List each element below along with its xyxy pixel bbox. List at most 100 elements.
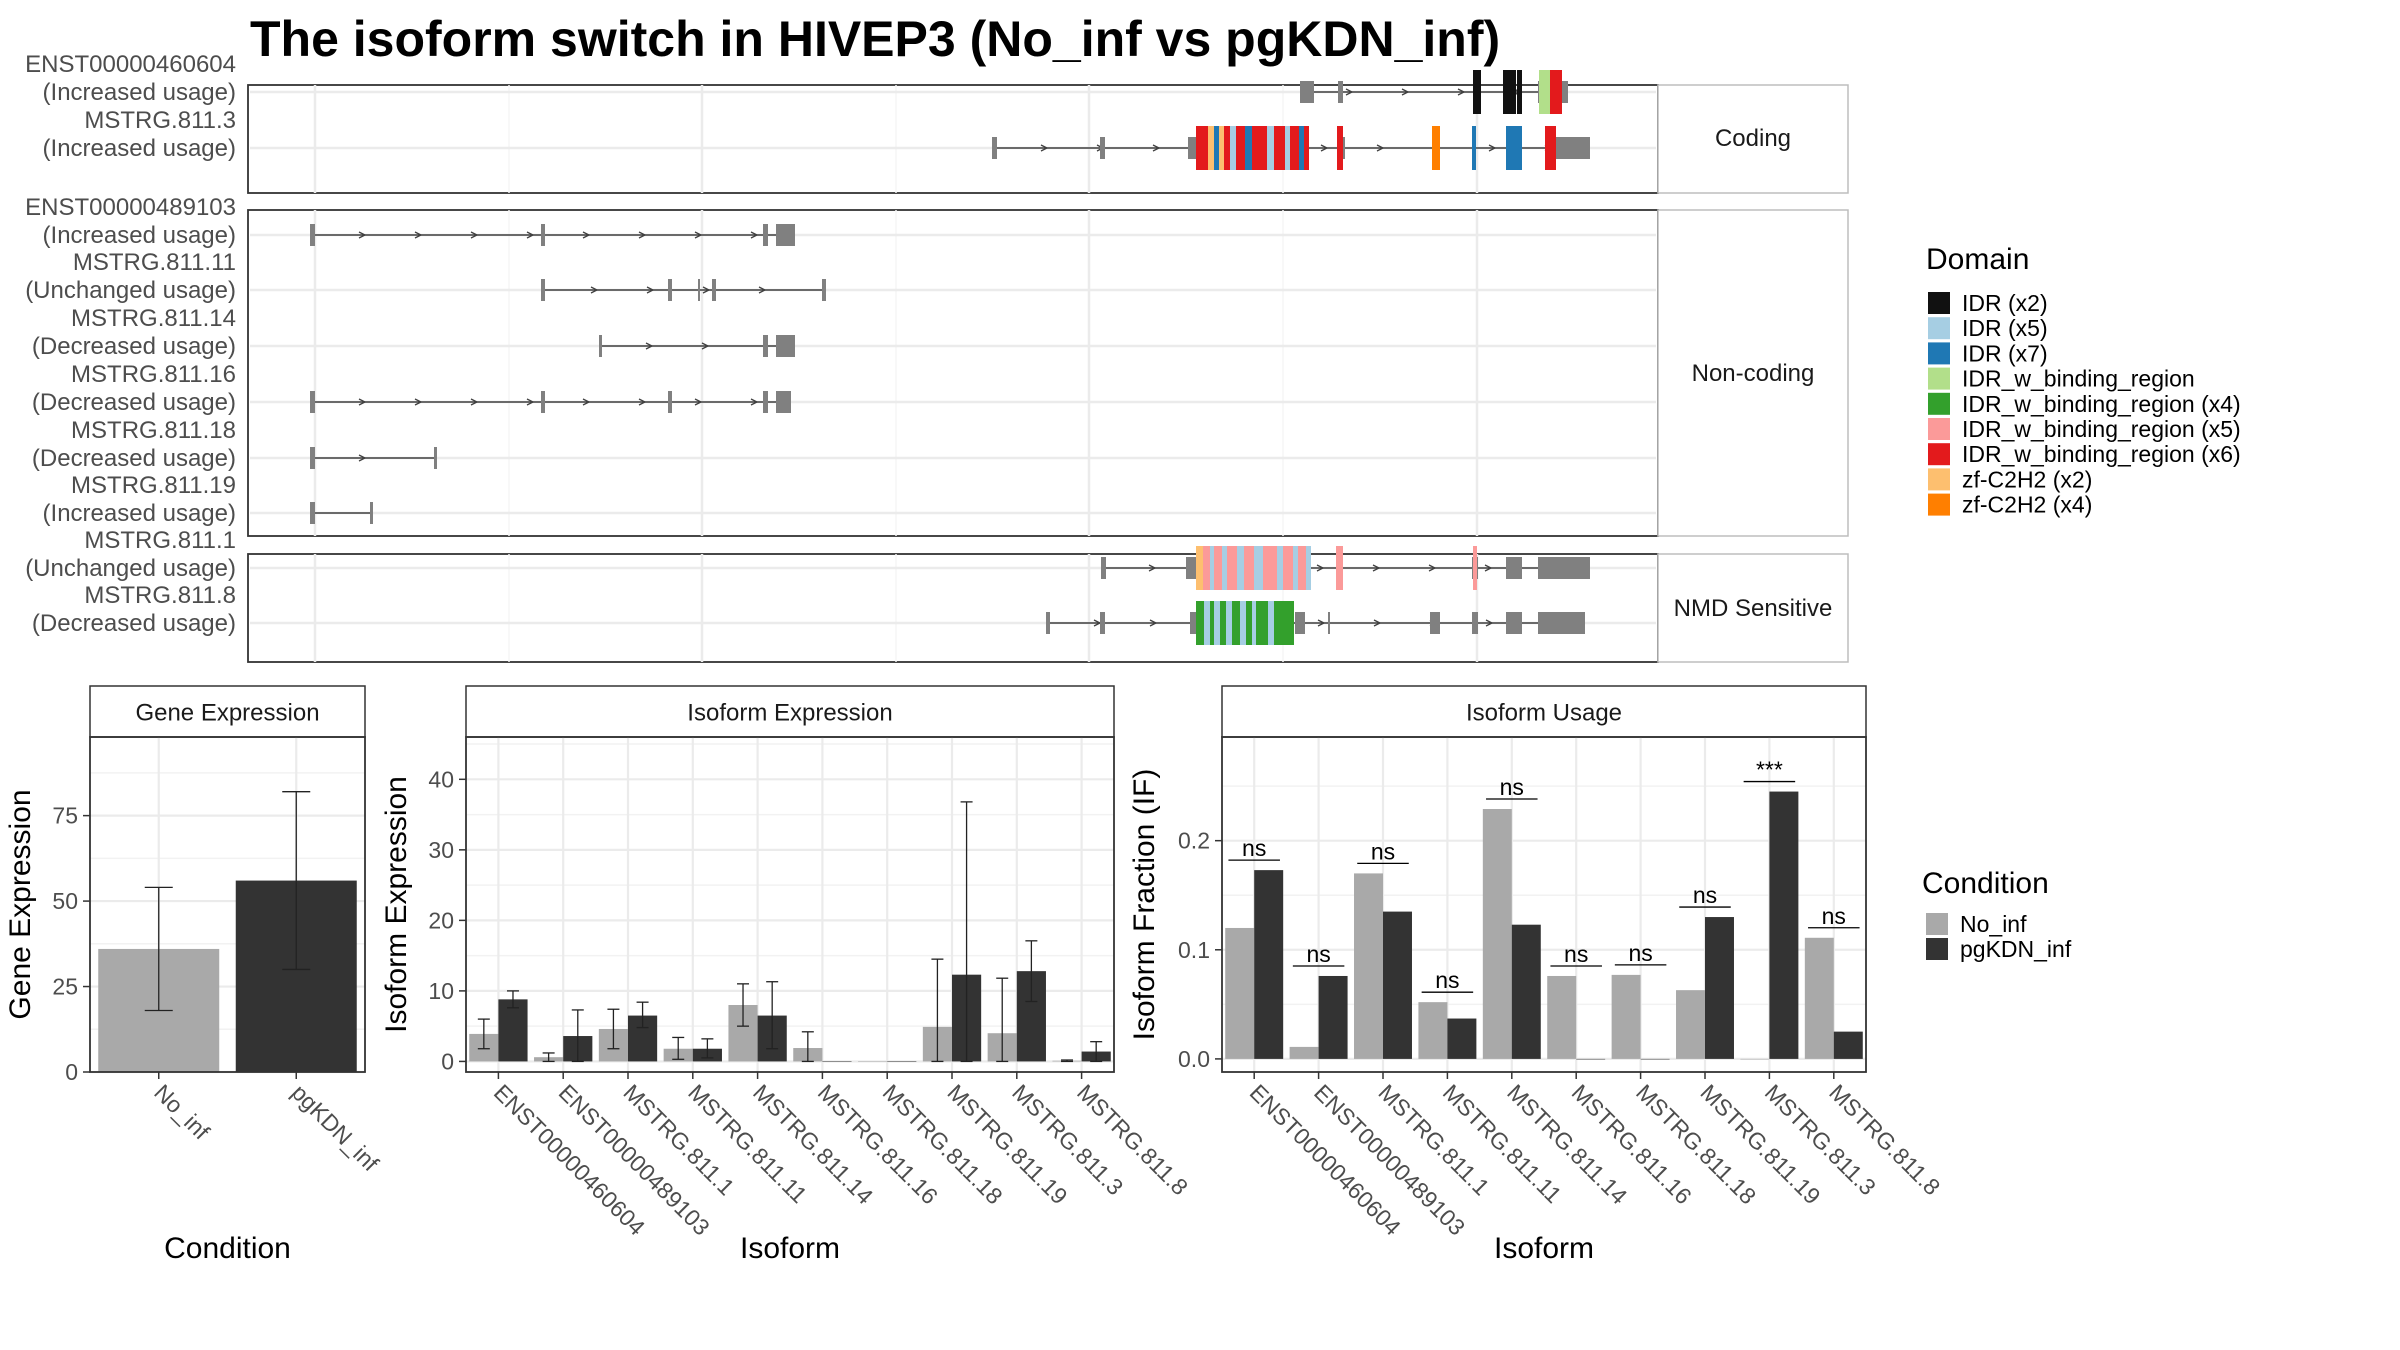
x-tick-label: No_inf [149,1079,215,1145]
exon-block [541,279,545,301]
isoform-label-usage: (Increased usage) [43,500,236,527]
exon-block [1538,612,1585,634]
panel-strip-label: Gene Expression [135,700,319,727]
isoform-label-id: ENST00000460604 [25,51,236,78]
isoform-label-usage: (Decreased usage) [32,389,236,416]
isoform-label-usage: (Decreased usage) [32,445,236,472]
exon-block [434,447,437,469]
bar [1354,873,1383,1059]
panel-strip-label: Isoform Usage [1466,700,1622,727]
exon-block [712,279,716,301]
condition-legend-title: Condition [1922,867,2049,900]
bar [1383,911,1412,1059]
domain-block [1304,126,1309,170]
exon-block [776,335,795,357]
direction-chevron [358,398,367,406]
exon-block [1295,612,1305,634]
domain-block [1196,126,1208,170]
panel-strip-label: Isoform Expression [687,700,892,727]
direction-chevron [1376,144,1385,152]
domain-block [1277,546,1283,590]
x-axis-title: Isoform [1494,1232,1594,1265]
y-axis-title: Isoform Fraction (IF) [1128,769,1161,1041]
exon-block [776,224,795,246]
gene-expression-panel: Gene Expression 0 25 50 75 No_inf pgKDN_inf Con… [4,685,384,1265]
significance-label: ns [1306,941,1330,967]
bar [1705,917,1734,1059]
direction-chevron [470,231,479,239]
isoform-label-id: MSTRG.811.16 [71,361,236,388]
domain-block [1230,126,1236,170]
bar [1769,791,1799,1059]
direction-chevron [358,454,367,462]
direction-chevron [1149,619,1158,627]
direction-chevron [1040,144,1049,152]
x-tick-label: MSTRG.811.8 [1072,1079,1193,1200]
exon-block [1101,557,1106,579]
exon-block [1472,612,1478,634]
isoform-label-id: MSTRG.811.1 [84,527,236,554]
domain-block [1268,601,1274,645]
strip-bg [1657,209,1849,537]
bar [822,1061,852,1062]
direction-chevron [414,231,423,239]
domain-legend-label: IDR_w_binding_region [1962,366,2195,392]
y-tick-label: 75 [52,803,78,829]
domain-block [1244,546,1254,590]
domain-block [1237,546,1244,590]
bar [1804,937,1834,1059]
bar [498,999,528,1062]
bar [1576,1058,1606,1060]
exon-block [822,279,826,301]
isoform-expression-panel: Isoform Expression010203040ENST000004606… [380,685,1193,1265]
exon-block [310,447,315,469]
domain-block [1263,546,1277,590]
exon-block [1186,557,1196,579]
domain-block [1252,126,1267,170]
domain-block [1336,546,1343,590]
domain-block [1232,601,1240,645]
isoform-usage-panel: Isoform Usage 0.0 0.1 0.2 ns ns ns ns ns ns ns ns **… [1128,685,1945,1265]
domain-block [1306,546,1311,590]
exon-block [1100,137,1105,159]
domain-block [1219,126,1224,170]
domain-block [1224,126,1230,170]
domain-legend-swatch [1928,367,1950,390]
significance-label: *** [1756,757,1783,783]
strip-label-nmd: NMD Sensitive [1674,595,1833,622]
domain-block [1293,546,1298,590]
significance-label: ns [1564,941,1588,967]
isoform-label-id: MSTRG.811.18 [71,417,236,444]
significance-label: ns [1435,967,1459,993]
direction-chevron [582,398,591,406]
domain-legend: Domain IDR (x2)IDR (x5)IDR (x7)IDR_w_bin… [1926,243,2241,518]
exon-block [599,335,602,357]
exon-block [1506,557,1522,579]
y-axis-title: Isoform Expression [380,776,413,1033]
exon-block [763,335,768,357]
domain-block [1256,601,1268,645]
panel-strip [89,685,366,738]
domain-block [1196,601,1204,645]
domain-legend-label: IDR_w_binding_region (x6) [1962,441,2241,467]
bar [1833,1031,1863,1059]
direction-chevron [750,231,759,239]
strip-bg [1657,84,1849,194]
exon-block [776,391,791,413]
domain-legend-swatch [1928,493,1950,516]
exon-block [541,224,545,246]
bar [1640,1058,1670,1060]
domain-block [1214,126,1219,170]
domain-block [1285,126,1290,170]
exon-block [310,502,315,524]
x-tick-label: MSTRG.811.1 [618,1079,739,1200]
y-tick-label: 0 [65,1059,78,1085]
y-tick-label: 30 [428,837,454,863]
condition-legend-label: No_inf [1960,911,2027,937]
domain-legend-swatch [1928,342,1950,365]
domain-block [1283,546,1293,590]
direction-chevron [1401,88,1410,96]
domain-legend-label: IDR (x5) [1962,315,2048,341]
domain-block [1473,70,1481,114]
